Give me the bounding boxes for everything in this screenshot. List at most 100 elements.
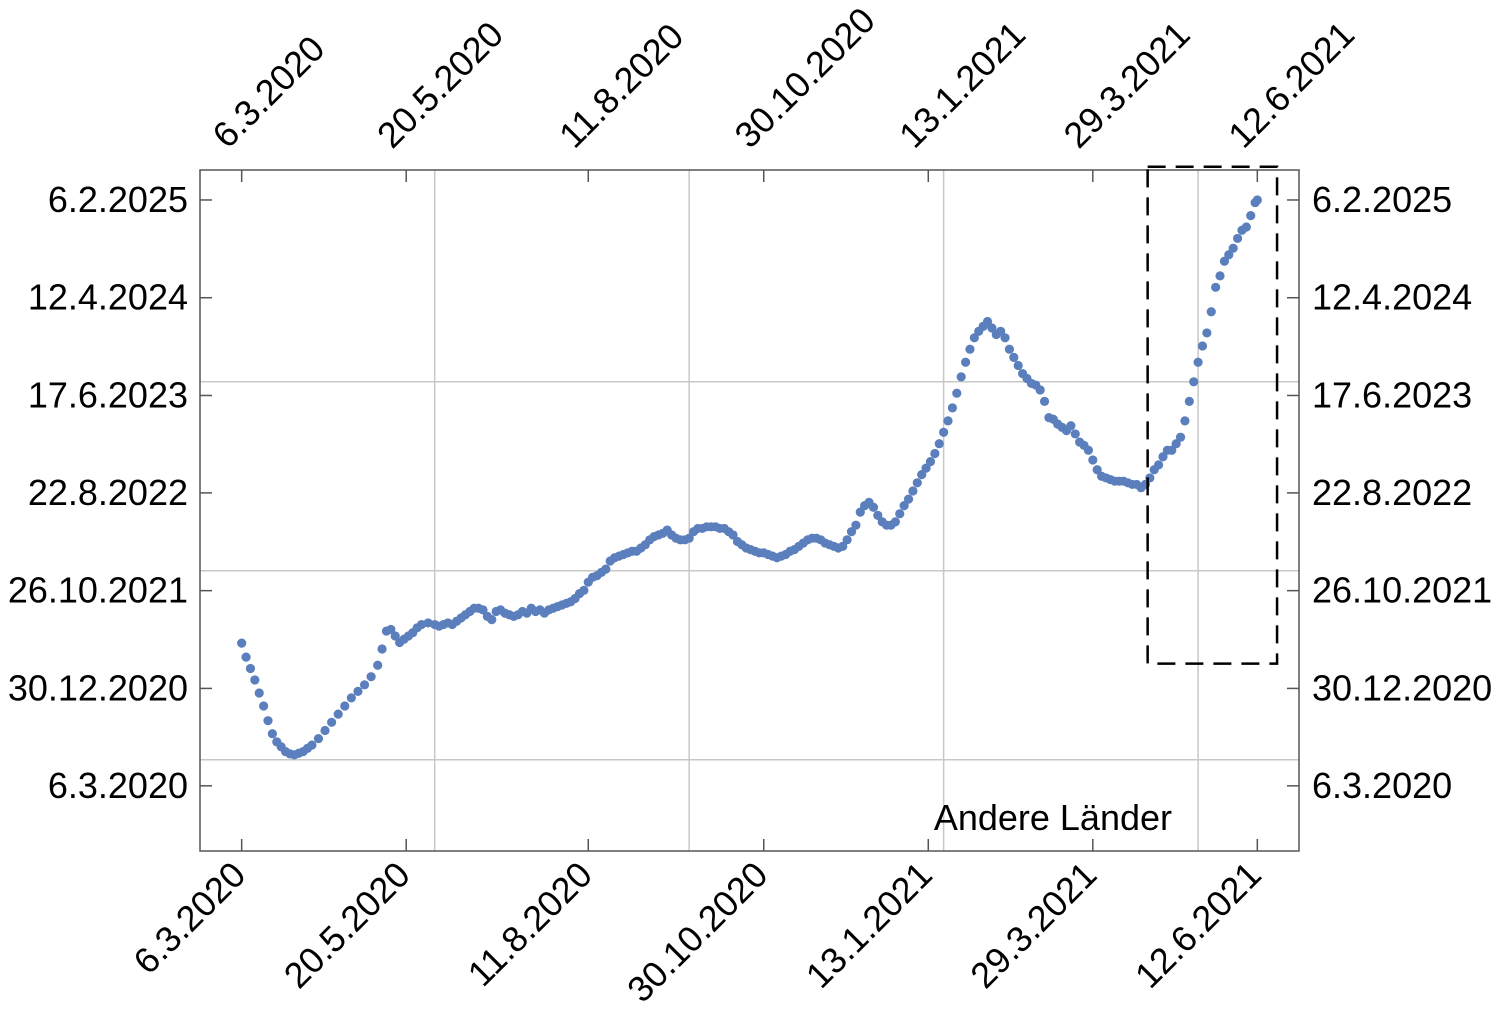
data-point [1092,465,1102,475]
data-point [930,448,940,459]
data-point [1083,445,1094,455]
data-point [939,427,949,437]
plot-frame [199,169,1300,852]
highlight-box [1146,165,1279,665]
data-point [377,644,387,654]
data-point [903,494,914,504]
data-point [952,388,962,398]
data-point [899,501,909,511]
data-point [1013,360,1023,371]
x-tick-label-bottom: 20.5.2020 [276,854,418,996]
data-point [1000,333,1010,343]
data-point [373,660,383,670]
data-point [1193,357,1203,367]
x-tick-label-bottom: 29.3.2021 [962,854,1104,996]
data-point [267,729,277,739]
data-point [728,530,738,540]
data-point [245,663,256,674]
data-point [1241,222,1251,232]
x-tick-label-top: 12.6.2021 [1220,13,1362,155]
data-point [1189,377,1199,387]
y-tick-label-left: 30.12.2020 [8,667,188,708]
data-point [320,725,330,736]
y-gridlines [200,381,1299,761]
data-point [1197,341,1208,351]
data-point [1004,344,1015,354]
data-point [868,502,879,512]
data-point [1219,256,1230,266]
data-point [1088,455,1098,465]
data-point [855,507,865,517]
data-point [996,326,1006,336]
data-point [1167,445,1177,455]
y-tick-label-left: 12.4.2024 [28,277,188,318]
data-point [313,733,324,744]
data-point [340,701,350,711]
data-point [1184,396,1194,406]
data-point [1066,421,1076,431]
x-tick-label-bottom: 30.10.2020 [619,854,775,1010]
data-point [890,517,900,527]
data-point [259,701,269,711]
data-point [917,470,927,480]
data-point [1175,432,1186,442]
data-point [1202,328,1212,338]
data-point [601,564,611,574]
data-point [366,672,376,682]
data-point [1154,460,1164,470]
data-point [353,686,363,696]
data-point [241,652,251,662]
tick-labels-layer: 6.3.20206.3.202020.5.202020.5.202011.8.2… [8,0,1492,1010]
data-point [851,520,861,530]
y-tick-label-right: 6.3.2020 [1312,765,1452,806]
data-point [956,372,966,382]
y-tick-label-right: 12.4.2024 [1312,277,1472,318]
data-point [1171,439,1181,449]
data-point [846,527,857,537]
data-point [263,716,273,726]
data-point [987,323,997,333]
data-point [1009,352,1019,362]
y-tick-label-left: 17.6.2023 [28,374,188,415]
data-point [684,533,694,543]
data-point [947,403,958,413]
x-tick-label-top: 29.3.2021 [1055,13,1197,155]
y-tick-label-right: 26.10.2021 [1312,570,1492,611]
data-point [307,740,317,750]
data-point [1158,452,1168,462]
data-point [359,680,370,690]
data-point [478,605,488,615]
data-point [965,344,975,354]
data-point [579,585,589,595]
data-point [1035,385,1045,395]
data-point [1215,271,1225,281]
y-tick-label-right: 22.8.2022 [1312,472,1472,513]
x-tick-label-top: 20.5.2020 [369,13,511,155]
data-point [1232,233,1243,244]
data-point [386,624,396,635]
x-tick-label-top: 11.8.2020 [551,15,691,155]
x-tick-label-bottom: 12.6.2021 [1127,854,1269,996]
x-gridlines [433,170,1199,851]
y-tick-label-left: 22.8.2022 [28,472,188,513]
y-tick-label-left: 6.2.2025 [48,179,188,220]
y-tick-label-right: 17.6.2023 [1312,374,1472,415]
data-point [921,463,931,473]
data-point [1228,243,1238,253]
y-tick-label-left: 6.3.2020 [48,765,188,806]
x-tick-label-bottom: 11.8.2020 [460,854,600,994]
data-point [925,457,936,467]
data-point [1211,282,1221,292]
x-tick-label-top: 6.3.2020 [204,28,332,156]
data-point [934,439,944,449]
data-point [873,510,883,520]
data-point [237,638,247,648]
data-point [943,416,953,426]
data-point [1206,307,1216,317]
data-point [1039,396,1050,406]
data-point [254,688,264,698]
y-tick-label-right: 30.12.2020 [1312,667,1492,708]
x-tick-label-bottom: 6.3.2020 [125,854,253,982]
data-point [346,693,356,703]
